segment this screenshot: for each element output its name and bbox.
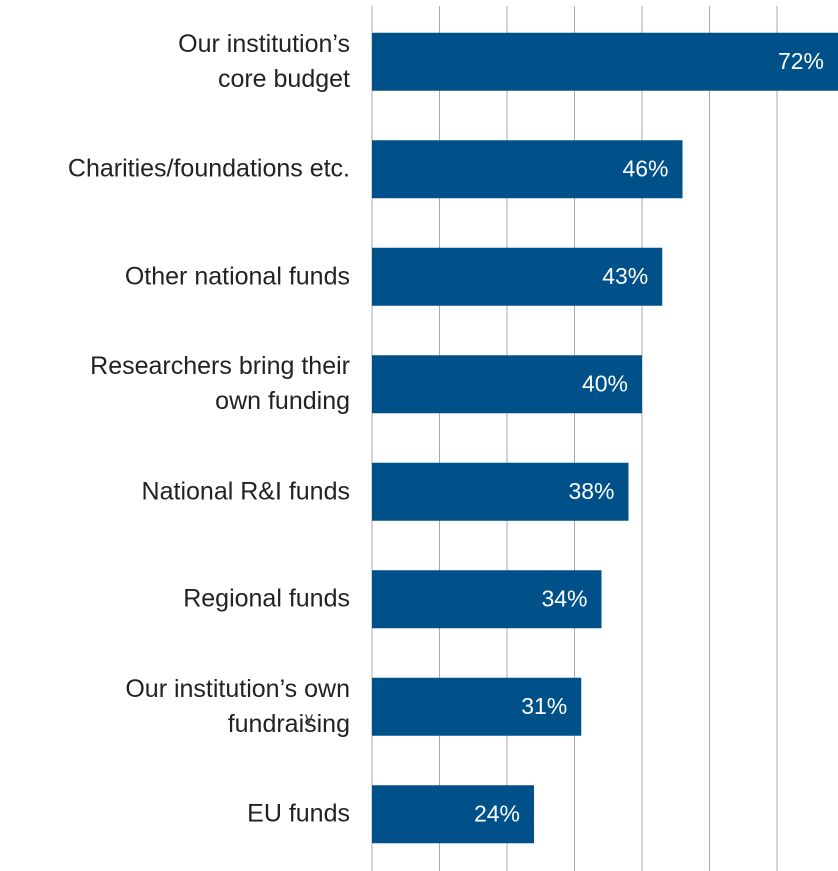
category-label: Regional funds [183, 584, 350, 613]
bar [372, 462, 629, 521]
bar [372, 570, 602, 629]
category-label: Other national funds [124, 262, 350, 291]
category-label: National R&I funds [141, 477, 350, 506]
value-label: 46% [622, 155, 668, 181]
category-label: Charities/foundations etc. [67, 154, 350, 183]
value-label: 34% [541, 585, 587, 611]
category-label: Researchers bring their own funding [90, 352, 350, 416]
value-label: 43% [602, 263, 648, 289]
bar [372, 677, 582, 736]
category-label: Our institution’s core budget [178, 29, 350, 93]
bar [372, 32, 838, 91]
value-label: 31% [521, 693, 567, 719]
bar [372, 355, 642, 414]
value-label: 24% [474, 800, 520, 826]
bar [372, 785, 534, 844]
value-label: 38% [568, 478, 614, 504]
bar [372, 140, 683, 199]
value-label: 72% [778, 48, 824, 74]
category-label: EU funds [247, 799, 350, 828]
annotation: v [305, 710, 313, 727]
bar [372, 247, 663, 306]
category-label: Our institution’s own fundraising [125, 674, 350, 738]
value-label: 40% [582, 370, 628, 396]
